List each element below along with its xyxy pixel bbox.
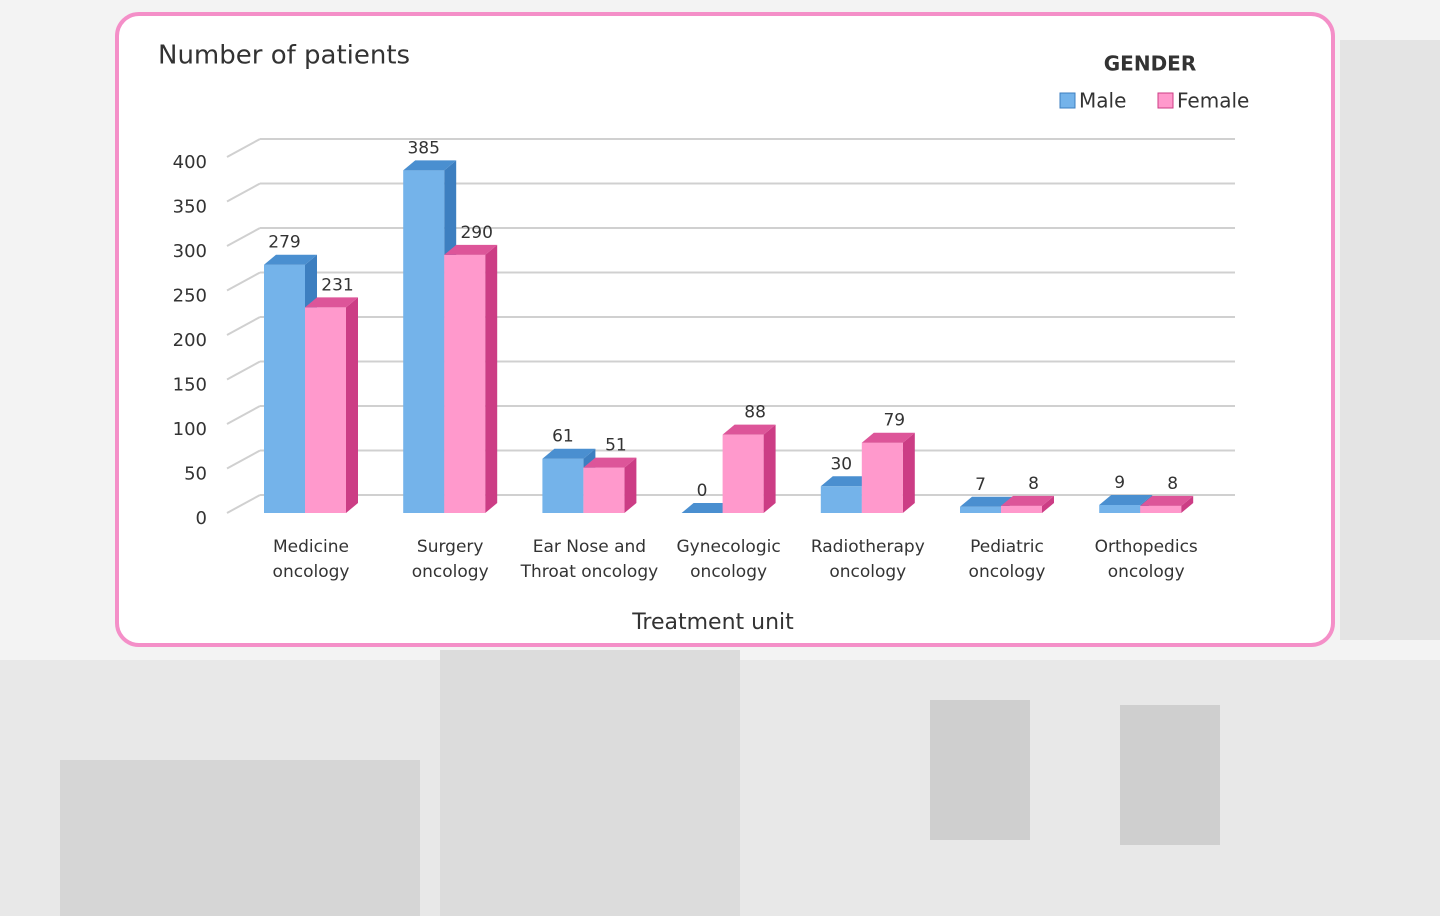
y-tick-label: 250 (173, 286, 207, 307)
x-tick-label: Pediatric oncology (937, 535, 1077, 585)
bar-side (764, 425, 776, 513)
data-label: 88 (744, 403, 766, 423)
data-label: 231 (321, 275, 353, 295)
bar (583, 468, 624, 513)
data-label: 0 (697, 481, 708, 501)
y-tick-label: 0 (196, 508, 207, 529)
y-tick-label: 150 (173, 375, 207, 396)
bar (1099, 505, 1140, 513)
x-tick-label: Orthopedics oncology (1076, 535, 1216, 585)
page: Number of patients Treatment unit GENDER… (0, 0, 1440, 916)
bar (862, 443, 903, 513)
x-tick-label: Surgery oncology (380, 535, 520, 585)
bar-side (485, 245, 497, 513)
y-tick-label: 300 (173, 241, 207, 262)
bar (1140, 506, 1181, 513)
data-label: 8 (1167, 474, 1178, 494)
x-tick-label: Medicine oncology (241, 535, 381, 585)
data-label: 61 (552, 427, 574, 447)
chart: Number of patients Treatment unit GENDER… (0, 0, 1440, 916)
data-label: 79 (883, 411, 905, 431)
x-axis-title: Treatment unit (631, 610, 794, 635)
x-tick-label: Radiotherapy oncology (798, 535, 938, 585)
bar (264, 265, 305, 513)
data-label: 9 (1114, 473, 1125, 493)
bar (1001, 506, 1042, 513)
legend-swatch (1158, 93, 1173, 108)
data-label: 279 (268, 233, 300, 253)
bar (403, 170, 444, 513)
bar (444, 255, 485, 513)
data-label: 30 (830, 454, 852, 474)
data-label: 7 (975, 475, 986, 495)
legend-swatch (1060, 93, 1075, 108)
bar-side (346, 297, 358, 513)
x-tick-label: Gynecologic oncology (659, 535, 799, 585)
data-label: 8 (1028, 474, 1039, 494)
y-tick-label: 350 (173, 197, 207, 218)
bar (305, 307, 346, 513)
x-tick-label: Ear Nose and Throat oncology (519, 535, 659, 585)
bar (821, 486, 862, 513)
y-tick-label: 100 (173, 419, 207, 440)
bar (542, 459, 583, 513)
bar (960, 507, 1001, 513)
legend-label: Male (1079, 89, 1126, 113)
bar-side (903, 433, 915, 513)
legend-title: GENDER (1104, 52, 1196, 76)
data-label: 51 (605, 436, 627, 456)
bar (723, 435, 764, 513)
y-tick-label: 400 (173, 152, 207, 173)
data-label: 385 (407, 138, 439, 158)
y-tick-label: 200 (173, 330, 207, 351)
chart-title: Number of patients (158, 41, 410, 71)
legend-label: Female (1177, 89, 1249, 113)
y-tick-label: 50 (184, 464, 207, 485)
data-label: 290 (460, 223, 492, 243)
